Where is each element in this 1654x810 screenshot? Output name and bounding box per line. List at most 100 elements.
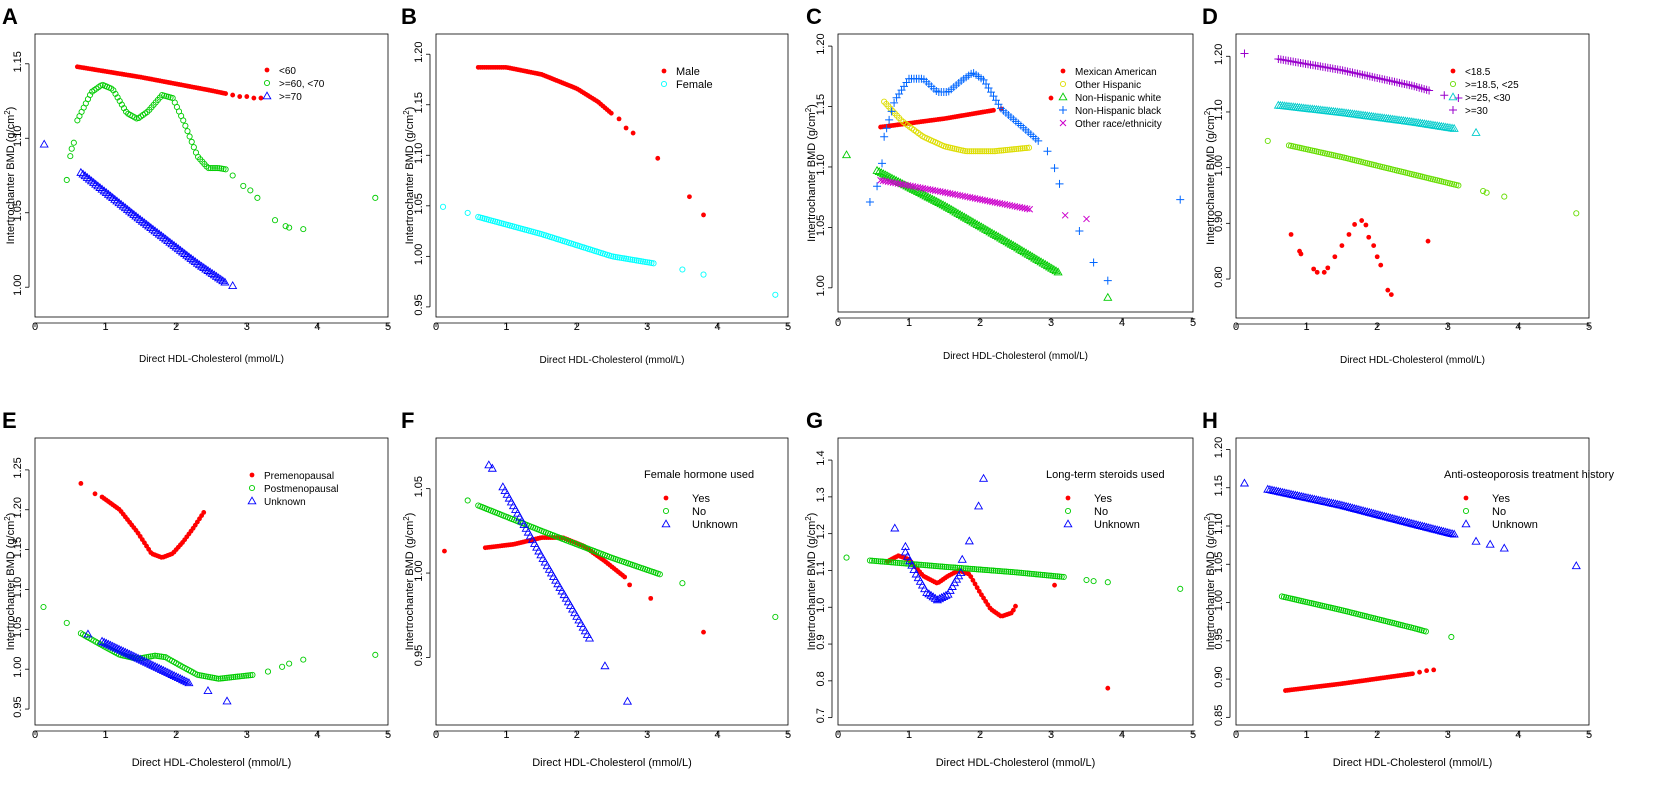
data-point bbox=[139, 218, 150, 227]
plot-frame bbox=[837, 33, 1194, 313]
data-point bbox=[949, 206, 959, 215]
x-tick-label: 2 bbox=[574, 729, 580, 741]
data-point bbox=[1426, 523, 1436, 532]
data-point bbox=[148, 660, 158, 669]
data-point bbox=[188, 255, 198, 264]
data-point bbox=[953, 208, 963, 217]
data-point bbox=[644, 259, 651, 266]
data-point bbox=[1332, 254, 1338, 260]
data-point bbox=[924, 589, 934, 598]
data-point bbox=[1402, 517, 1413, 526]
data-point bbox=[190, 257, 200, 266]
data-point bbox=[1105, 685, 1111, 691]
data-point bbox=[500, 486, 510, 495]
x-tick-label: 1 bbox=[103, 729, 109, 741]
data-point bbox=[983, 148, 990, 155]
data-point bbox=[141, 219, 152, 228]
y-tick-label: 1.05 bbox=[12, 200, 24, 221]
legend-label: Postmenopausal bbox=[264, 484, 339, 495]
y-tick-label: 1.00 bbox=[413, 560, 425, 581]
data-point bbox=[1007, 568, 1014, 575]
data-point bbox=[1035, 571, 1042, 578]
data-point bbox=[622, 574, 628, 580]
y-axis-title: Intertrochanter BMD (g/cm2) bbox=[1203, 513, 1217, 651]
data-point bbox=[165, 237, 175, 246]
data-point bbox=[182, 122, 189, 129]
data-point bbox=[502, 489, 512, 498]
legend-label: No bbox=[692, 506, 706, 518]
series-no bbox=[464, 497, 779, 621]
data-point bbox=[974, 501, 984, 510]
data-point bbox=[991, 96, 1000, 105]
data-point bbox=[1036, 257, 1046, 266]
data-point bbox=[584, 633, 595, 642]
data-point bbox=[105, 191, 116, 200]
data-point bbox=[78, 481, 84, 486]
data-point bbox=[976, 148, 984, 155]
data-point bbox=[154, 652, 161, 660]
data-point bbox=[872, 165, 882, 174]
legend-label: >=18.5, <25 bbox=[1465, 80, 1519, 91]
data-point bbox=[254, 194, 261, 201]
data-point bbox=[1004, 238, 1014, 247]
data-point bbox=[890, 559, 897, 566]
data-point bbox=[192, 258, 202, 267]
data-point bbox=[1424, 523, 1434, 532]
data-point bbox=[167, 669, 177, 678]
data-point bbox=[976, 588, 982, 594]
data-point bbox=[1405, 518, 1415, 527]
data-point bbox=[1378, 262, 1384, 268]
legend-label: Male bbox=[676, 66, 700, 78]
y-tick-label: 1.25 bbox=[12, 457, 24, 478]
data-point bbox=[1051, 266, 1061, 275]
data-point bbox=[655, 155, 661, 161]
data-point bbox=[1023, 205, 1031, 213]
data-point bbox=[875, 558, 882, 565]
data-point bbox=[1431, 667, 1437, 673]
data-point bbox=[1359, 218, 1365, 223]
data-point bbox=[924, 562, 931, 569]
data-point bbox=[1363, 222, 1369, 228]
data-point bbox=[843, 554, 850, 561]
series--70 bbox=[39, 139, 238, 290]
legend-marker bbox=[1063, 519, 1073, 528]
data-point bbox=[1449, 529, 1459, 538]
data-point bbox=[974, 221, 984, 230]
data-point bbox=[964, 214, 974, 223]
legend-title: Female hormone used bbox=[644, 469, 754, 481]
data-point bbox=[1103, 276, 1112, 285]
legend-marker bbox=[1059, 119, 1067, 127]
data-point bbox=[151, 652, 159, 659]
data-point bbox=[220, 277, 230, 286]
panel-g: G 0 1 2 3 4 5 0.7 0.8 0.9 1.0 1.1 1.2 1.3 1.4 Direct HD… bbox=[804, 408, 1196, 769]
data-point bbox=[974, 585, 980, 591]
data-point bbox=[264, 668, 272, 675]
legend-marker bbox=[1462, 507, 1470, 515]
data-point bbox=[1026, 205, 1034, 213]
data-point bbox=[623, 125, 629, 131]
data-point bbox=[1316, 496, 1326, 505]
x-axis-title: Direct HDL-Cholesterol (mmol/L) bbox=[539, 355, 684, 366]
legend-label: Yes bbox=[692, 493, 710, 505]
data-point bbox=[1364, 507, 1375, 516]
data-point bbox=[1292, 490, 1302, 500]
data-point bbox=[70, 139, 77, 146]
data-point bbox=[1388, 292, 1394, 298]
data-point bbox=[222, 166, 229, 173]
data-point bbox=[203, 265, 213, 274]
data-point bbox=[1417, 669, 1422, 675]
data-point bbox=[188, 138, 195, 145]
data-point bbox=[900, 541, 911, 550]
data-point bbox=[213, 273, 224, 282]
data-point bbox=[993, 147, 1001, 155]
y-tick-label: 1.05 bbox=[815, 215, 827, 236]
data-point bbox=[947, 205, 957, 214]
data-point bbox=[1381, 512, 1391, 521]
data-point bbox=[972, 219, 982, 228]
x-tick-label: 2 bbox=[977, 317, 983, 329]
data-point bbox=[1445, 528, 1455, 537]
legend-marker bbox=[661, 519, 671, 528]
data-point bbox=[247, 672, 254, 679]
x-tick-label: 5 bbox=[1190, 317, 1196, 329]
data-point bbox=[156, 231, 166, 240]
